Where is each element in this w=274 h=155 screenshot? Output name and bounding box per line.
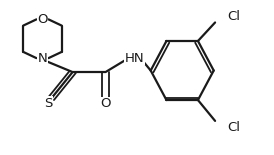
Text: O: O [100, 97, 111, 110]
Text: Cl: Cl [227, 10, 240, 23]
Text: O: O [37, 13, 48, 26]
Text: S: S [44, 97, 52, 110]
Text: N: N [38, 52, 47, 65]
Text: HN: HN [124, 52, 144, 65]
Text: Cl: Cl [227, 121, 240, 134]
